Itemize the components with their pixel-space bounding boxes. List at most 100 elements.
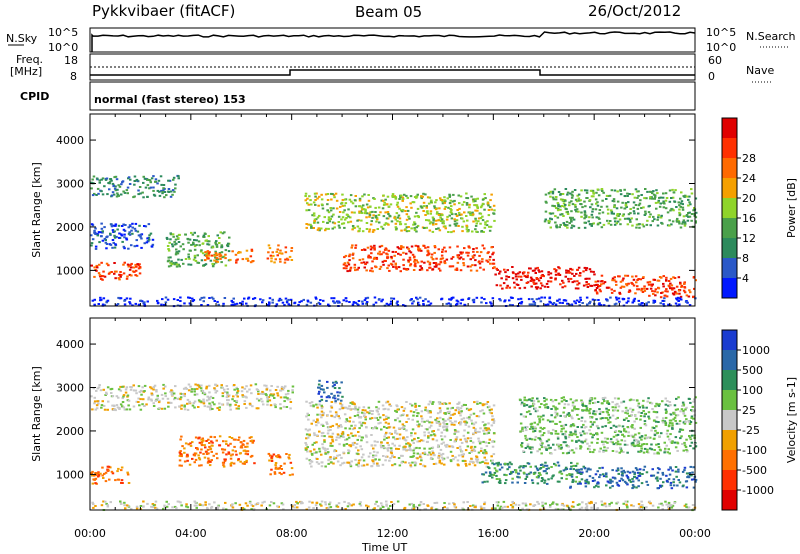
data-cell	[488, 409, 492, 412]
data-cell	[619, 223, 622, 226]
data-cell	[175, 251, 178, 254]
data-cell	[580, 416, 584, 419]
data-cell	[343, 413, 347, 416]
data-cell	[215, 240, 218, 243]
data-cell	[358, 199, 362, 202]
data-cell	[656, 487, 659, 490]
data-cell	[181, 445, 184, 448]
data-cell	[474, 430, 477, 432]
data-cell	[406, 196, 409, 199]
data-cell	[537, 474, 540, 477]
data-cell	[578, 199, 581, 202]
data-cell	[394, 251, 397, 253]
data-cell	[158, 399, 161, 402]
data-cell	[565, 400, 568, 402]
data-cell	[348, 269, 352, 272]
data-cell	[216, 260, 220, 263]
data-cell	[363, 299, 367, 302]
data-cell	[351, 402, 354, 405]
data-cell	[492, 420, 496, 422]
data-cell	[383, 425, 386, 428]
data-cell	[694, 279, 697, 282]
data-cell	[286, 392, 290, 395]
data-cell	[642, 276, 645, 279]
data-cell	[166, 397, 170, 400]
data-cell	[159, 175, 163, 178]
data-cell	[239, 251, 242, 254]
data-cell	[465, 224, 468, 227]
data-cell	[691, 405, 694, 408]
data-cell	[550, 477, 553, 480]
data-cell	[685, 450, 689, 453]
data-cell	[624, 202, 628, 204]
data-cell	[334, 192, 338, 195]
data-cell	[330, 414, 333, 417]
data-cell	[211, 441, 214, 444]
data-cell	[382, 414, 385, 417]
data-cell	[90, 187, 93, 190]
data-cell	[642, 399, 645, 402]
data-cell	[466, 416, 469, 419]
data-cell	[95, 177, 99, 180]
data-cell	[584, 438, 588, 441]
data-cell	[485, 459, 488, 462]
data-cell	[236, 390, 240, 392]
data-cell	[383, 438, 386, 441]
data-cell	[224, 249, 228, 252]
data-cell	[661, 291, 664, 294]
data-cell	[665, 432, 669, 435]
data-cell	[595, 216, 598, 219]
data-cell	[432, 401, 435, 404]
data-cell	[453, 429, 457, 431]
data-cell	[620, 401, 623, 404]
data-cell	[692, 478, 696, 481]
data-cell	[374, 444, 377, 447]
data-cell	[609, 486, 612, 489]
data-cell	[627, 420, 630, 422]
data-cell	[589, 223, 592, 226]
data-cell	[282, 471, 286, 474]
data-cell	[130, 262, 133, 265]
data-cell	[657, 279, 661, 282]
data-cell	[546, 419, 550, 422]
data-cell	[470, 195, 473, 198]
data-cell	[168, 401, 172, 404]
data-cell	[435, 439, 439, 442]
data-cell	[479, 206, 483, 209]
data-cell	[335, 413, 339, 416]
data-cell	[174, 238, 178, 241]
data-cell	[354, 434, 357, 437]
y-tick-label: 4000	[56, 134, 84, 147]
data-cell	[193, 231, 196, 234]
data-cell	[238, 436, 241, 439]
data-cell	[175, 265, 179, 268]
data-cell	[420, 260, 423, 263]
data-cell	[476, 251, 479, 253]
data-cell	[250, 436, 253, 439]
data-cell	[560, 397, 564, 400]
data-cell	[570, 461, 573, 464]
data-cell	[275, 250, 278, 253]
data-cell	[560, 477, 563, 480]
data-cell	[598, 212, 601, 215]
data-cell	[106, 193, 109, 196]
data-cell	[278, 258, 282, 261]
data-cell	[571, 203, 575, 206]
data-cell	[439, 220, 443, 222]
data-cell	[577, 468, 581, 471]
data-cell	[398, 220, 402, 223]
data-cell	[620, 470, 623, 473]
data-cell	[690, 213, 694, 215]
data-cell	[597, 216, 600, 219]
data-cell	[160, 183, 163, 186]
data-cell	[382, 199, 385, 202]
data-cell	[616, 409, 620, 412]
data-cell	[396, 437, 399, 440]
data-cell	[288, 255, 292, 258]
data-cell	[428, 304, 431, 307]
data-cell	[405, 252, 408, 255]
data-cell	[183, 302, 186, 305]
data-cell	[449, 417, 452, 420]
data-cell	[483, 226, 487, 229]
data-cell	[545, 464, 549, 467]
